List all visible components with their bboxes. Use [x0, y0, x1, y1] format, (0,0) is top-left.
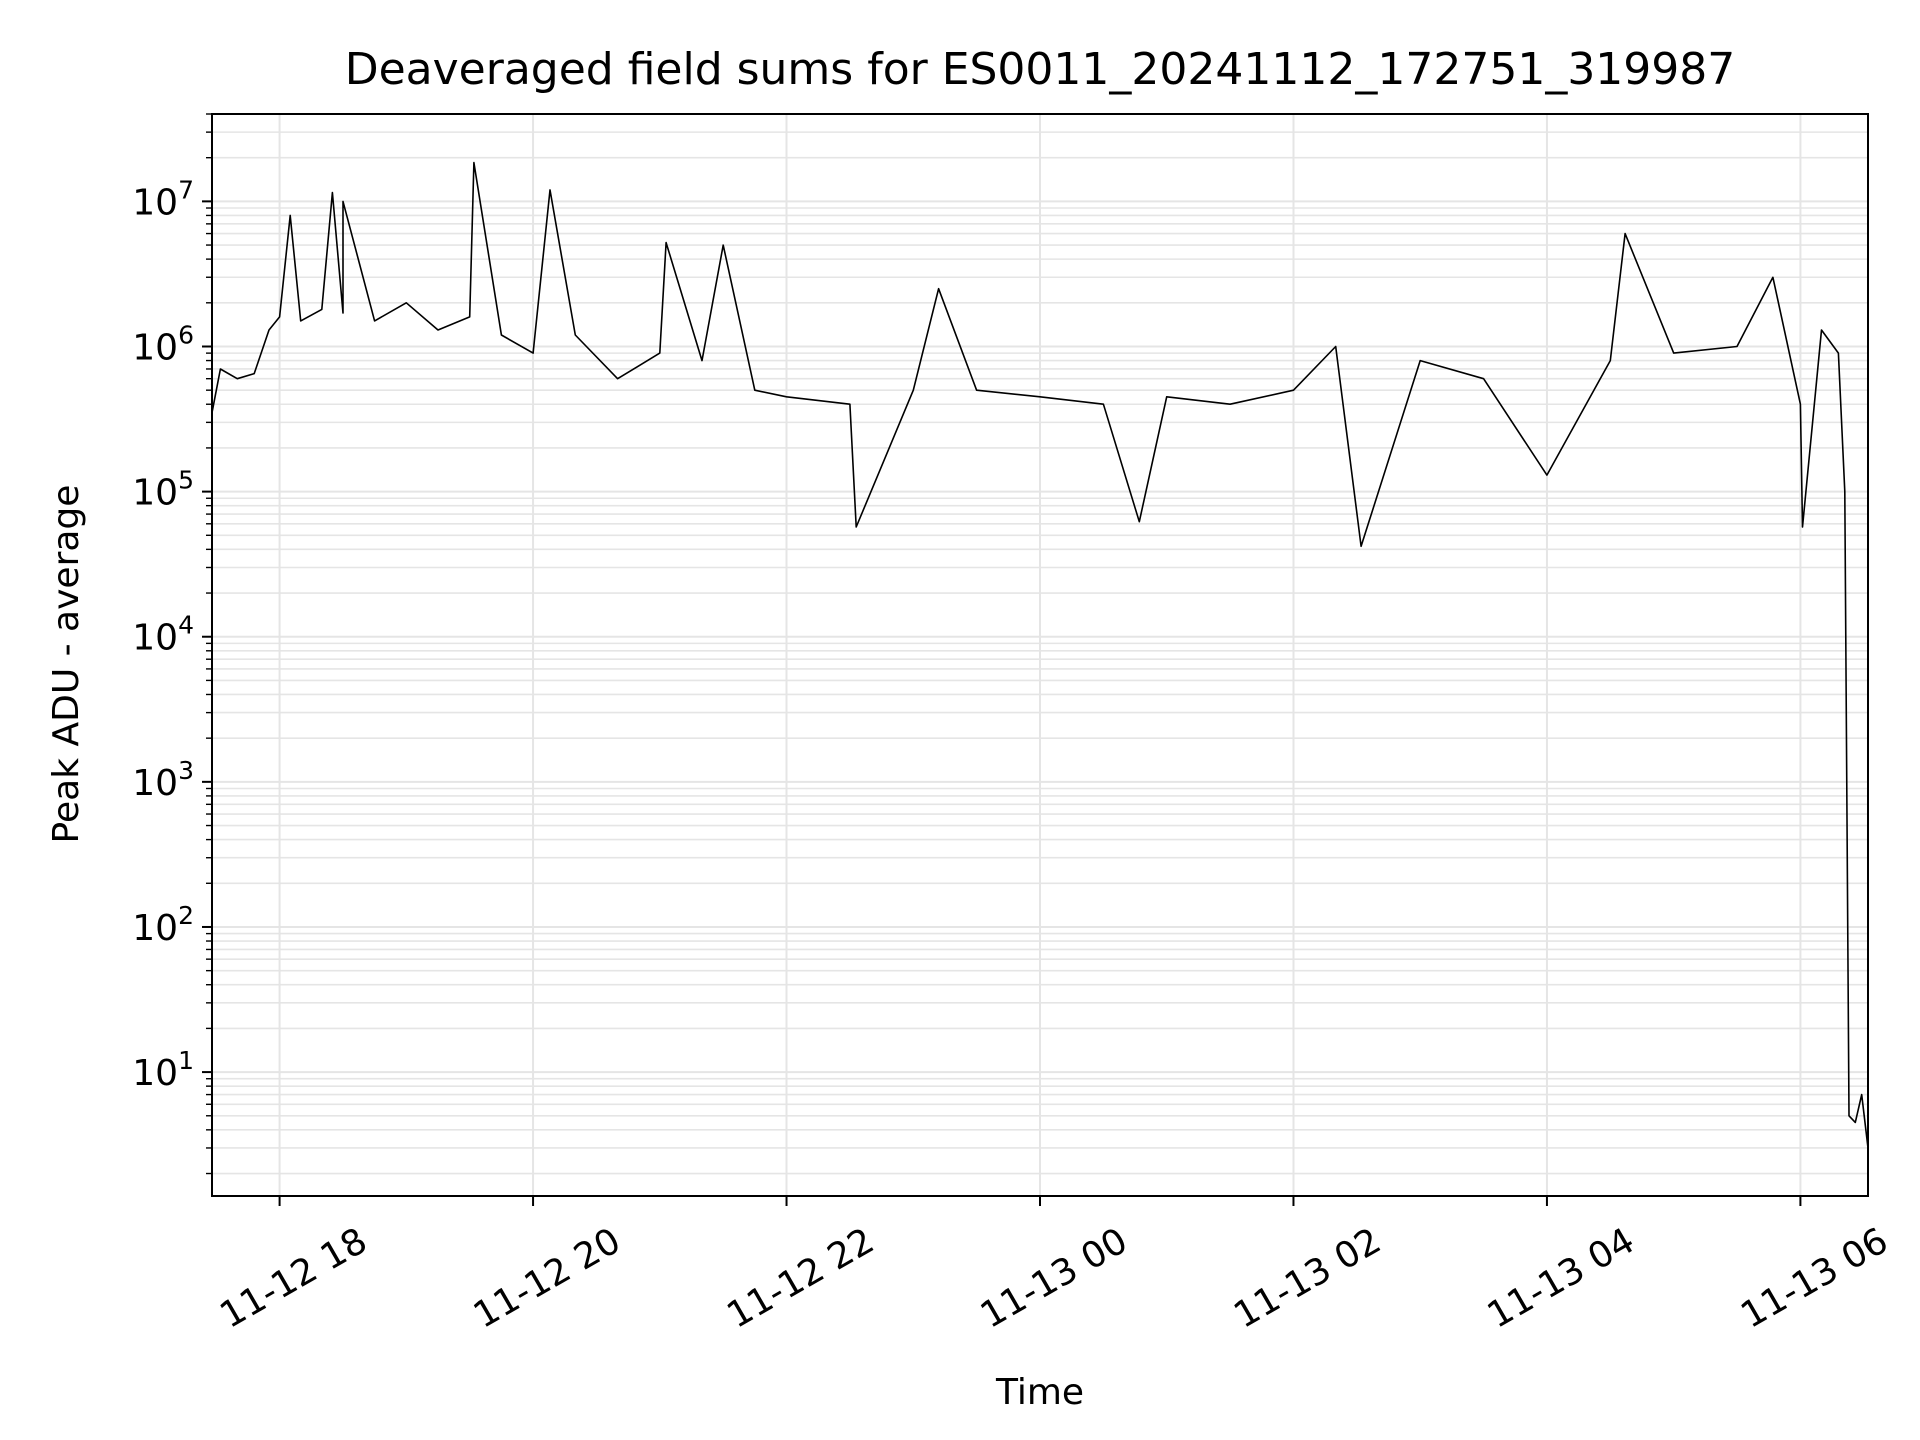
- y-tick-label: 103: [132, 756, 194, 804]
- data-series: [211, 161, 1869, 1149]
- chart-title: Deaveraged field sums for ES0011_2024111…: [345, 44, 1736, 95]
- y-tick-exponent: 3: [178, 756, 194, 785]
- y-tick-base: 10: [132, 908, 178, 949]
- y-axis-label: Peak ADU - average: [46, 485, 87, 844]
- y-tick-label: 107: [132, 175, 194, 223]
- y-tick-base: 10: [132, 763, 178, 804]
- series-line: [211, 161, 1869, 1149]
- y-tick-label: 106: [132, 320, 194, 368]
- y-tick-exponent: 7: [178, 175, 194, 204]
- y-tick-exponent: 1: [178, 1046, 194, 1075]
- y-tick-exponent: 5: [178, 466, 194, 495]
- grid-lines: [212, 113, 1868, 1196]
- y-tick-label: 104: [132, 611, 194, 659]
- y-tick-base: 10: [132, 618, 178, 659]
- x-axis-label: Time: [995, 1372, 1084, 1413]
- y-tick-base: 10: [132, 182, 178, 223]
- y-tick-exponent: 2: [178, 901, 194, 930]
- y-tick-base: 10: [132, 473, 178, 514]
- y-tick-label: 102: [132, 901, 194, 949]
- y-tick-exponent: 4: [178, 611, 194, 640]
- y-tick-base: 10: [132, 327, 178, 368]
- y-tick-label: 105: [132, 466, 194, 514]
- y-tick-label: 101: [132, 1046, 194, 1094]
- y-tick-base: 10: [132, 1053, 178, 1094]
- y-tick-exponent: 6: [178, 320, 194, 349]
